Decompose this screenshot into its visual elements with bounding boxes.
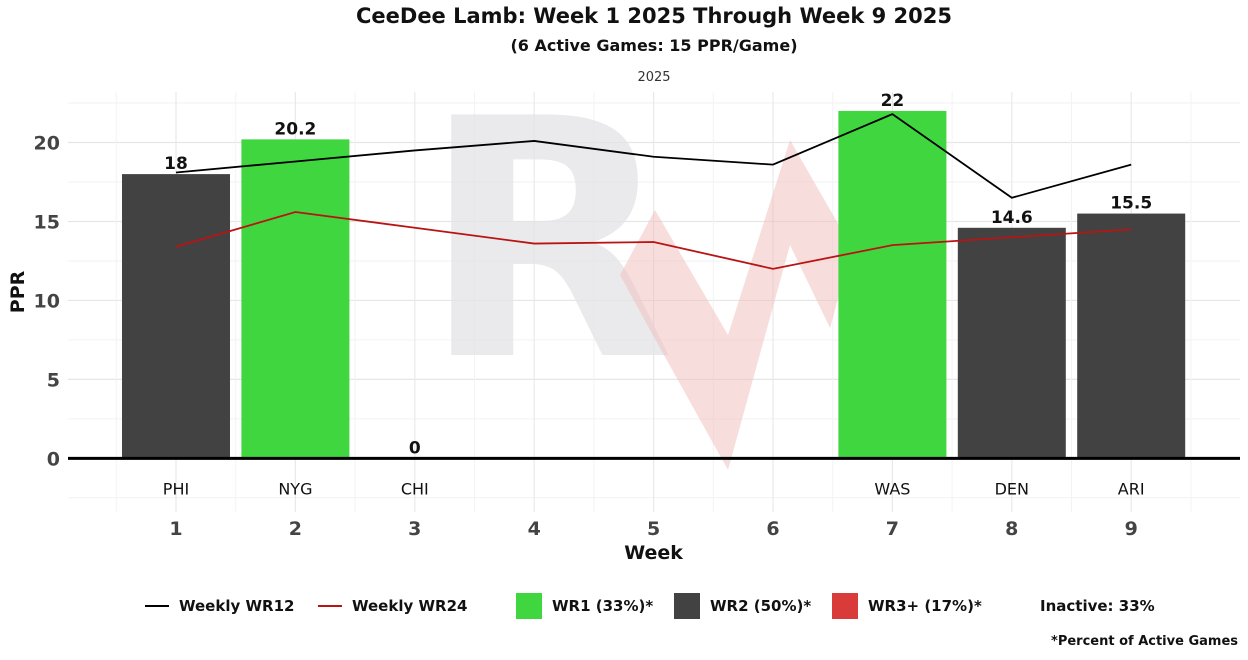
chart-subtitle: (6 Active Games: 15 PPR/Game) — [510, 36, 798, 55]
legend-swatch-wr2 — [674, 593, 700, 619]
legend-item-wr2: WR2 (50%)* — [674, 592, 811, 620]
bar-week-7 — [838, 110, 947, 459]
bar-week-8 — [957, 227, 1066, 459]
bar-value-label: 18 — [164, 154, 188, 174]
bar-value-label: 14.6 — [991, 208, 1033, 228]
bar-value-label: 0 — [409, 438, 421, 458]
legend-item-wr12: Weekly WR12 — [145, 592, 294, 620]
axes-layer: 0 5 10 15 20 1 2 3 4 5 6 7 8 9 Week PPR — [7, 133, 1240, 564]
x-tick-label: 6 — [766, 518, 779, 540]
y-tick-label: 10 — [34, 290, 60, 312]
legend-label-wr2: WR2 (50%)* — [710, 597, 812, 615]
chart-title: CeeDee Lamb: Week 1 2025 Through Week 9 … — [355, 4, 952, 28]
x-tick-label: 9 — [1125, 518, 1138, 540]
legend-item-wr1: WR1 (33%)* — [516, 592, 653, 620]
x-tick-label: 3 — [408, 518, 421, 540]
bar-week-9 — [1077, 213, 1186, 459]
opponent-label: PHI — [163, 480, 189, 499]
series-line-wr24 — [175, 211, 1132, 270]
x-tick-label: 7 — [886, 518, 899, 540]
x-tick-label: 8 — [1005, 518, 1018, 540]
legend-inactive: Inactive: 33% — [1040, 592, 1155, 620]
opponent-label: WAS — [874, 480, 910, 499]
legend-label-wr1: WR1 (33%)* — [552, 597, 654, 615]
watermark-logo: R — [421, 49, 852, 470]
legend-swatch-wr1 — [516, 593, 542, 619]
watermark-chevron — [620, 140, 852, 470]
x-axis-title: Week — [624, 542, 683, 564]
watermark-letter: R — [421, 49, 675, 433]
opponent-label: NYG — [278, 480, 312, 499]
legend-item-wr3: WR3+ (17%)* — [832, 592, 982, 620]
y-tick-label: 5 — [47, 369, 60, 391]
legend-label-wr12: Weekly WR12 — [179, 597, 295, 615]
x-tick-label: 1 — [169, 518, 182, 540]
y-tick-label: 20 — [34, 133, 60, 155]
lines-layer — [175, 113, 1132, 270]
legend-line-wr12 — [145, 605, 169, 607]
x-tick-label: 2 — [289, 518, 302, 540]
footnote: *Percent of Active Games — [1051, 634, 1238, 649]
legend-label-inactive: Inactive: 33% — [1040, 597, 1155, 615]
legend-line-wr24 — [318, 605, 342, 607]
x-tick-label: 5 — [647, 518, 660, 540]
panel-label: 2025 — [637, 70, 671, 85]
opponent-label: ARI — [1118, 480, 1145, 499]
x-tick-label: 4 — [528, 518, 541, 540]
bar-value-label: 20.2 — [274, 119, 316, 139]
legend-label-wr3: WR3+ (17%)* — [868, 597, 982, 615]
y-tick-label: 15 — [34, 211, 60, 233]
legend: Weekly WR12 Weekly WR24 WR1 (33%)* WR2 (… — [0, 592, 1248, 620]
bar-week-2 — [241, 139, 350, 459]
bar-week-1 — [122, 174, 230, 459]
opponent-label: CHI — [401, 480, 429, 499]
labels-layer: 18 PHI 20.2 NYG 0 CHI 22 WAS 14.6 DEN 15.5 ARI — [163, 91, 1152, 499]
opponent-label: DEN — [995, 480, 1029, 499]
series-line-wr12 — [175, 113, 1132, 199]
y-tick-label: 0 — [47, 448, 60, 470]
bar-value-label: 15.5 — [1110, 194, 1152, 214]
legend-label-wr24: Weekly WR24 — [352, 597, 468, 615]
y-axis-title: PPR — [7, 270, 29, 313]
bars-layer — [122, 110, 1186, 459]
legend-item-wr24: Weekly WR24 — [318, 592, 467, 620]
bar-value-label: 22 — [881, 91, 905, 111]
legend-swatch-wr3 — [832, 593, 858, 619]
